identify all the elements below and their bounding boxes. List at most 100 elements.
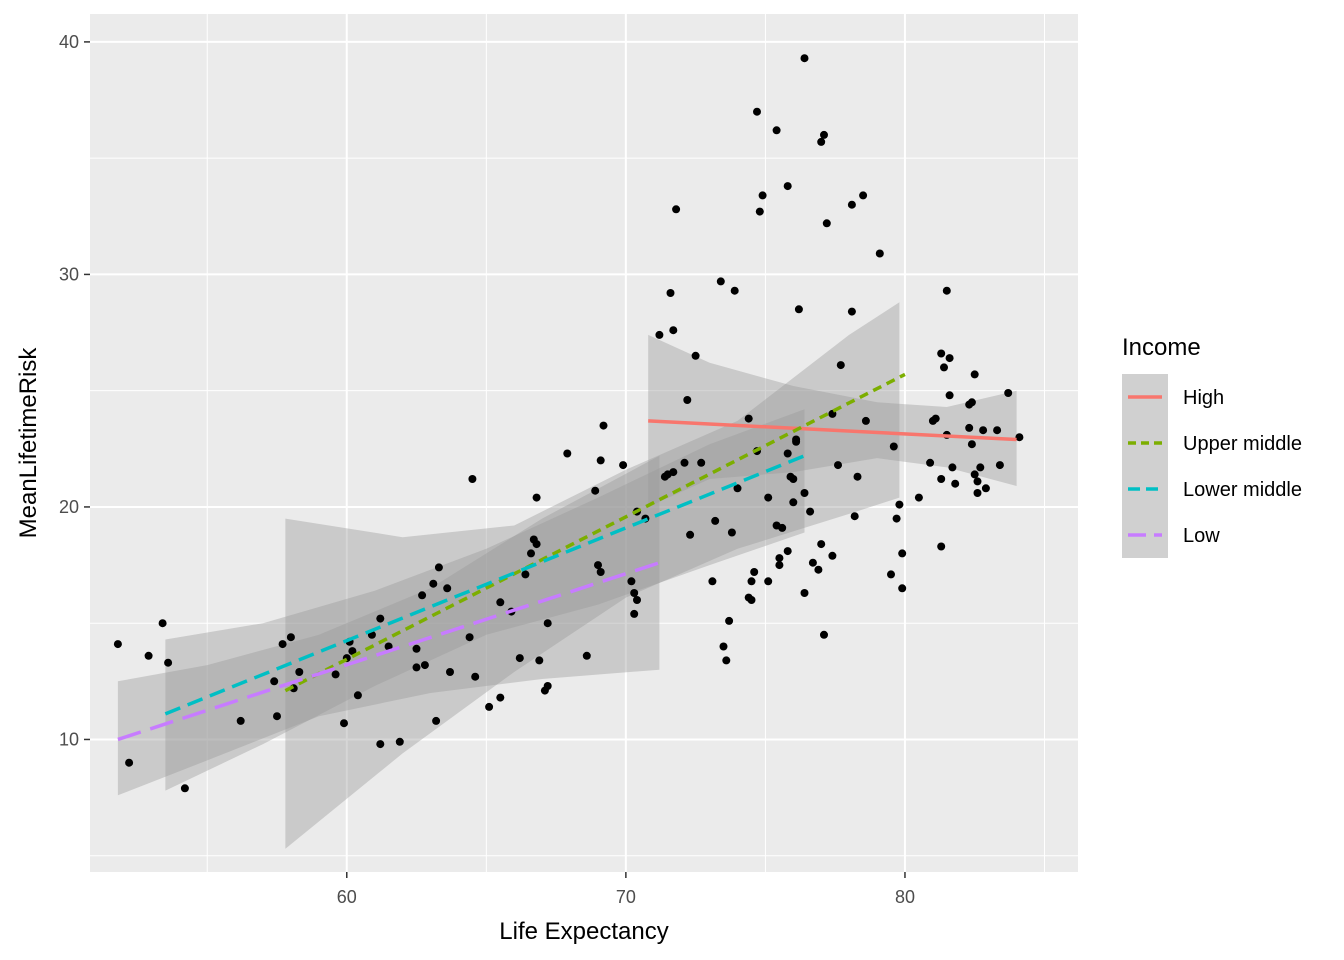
data-point	[599, 421, 608, 430]
data-point	[496, 693, 505, 702]
data-point	[800, 589, 809, 597]
data-point	[817, 540, 826, 549]
data-point	[719, 642, 728, 651]
data-point	[951, 479, 960, 488]
data-point	[973, 489, 982, 497]
data-point	[443, 584, 452, 593]
data-point	[697, 458, 706, 467]
legend-label: Low	[1183, 525, 1220, 547]
data-point	[753, 107, 761, 116]
legend-label: High	[1183, 387, 1224, 409]
data-point	[898, 549, 907, 558]
confidence-band-upper-middle	[285, 302, 900, 849]
data-point	[384, 642, 393, 651]
data-point	[532, 540, 541, 549]
data-point	[967, 398, 976, 407]
trend-line-high	[648, 419, 1017, 442]
data-point	[764, 577, 773, 586]
data-point	[747, 596, 756, 604]
axes: 60 70 80 10 20 30 40	[59, 32, 915, 907]
data-point	[286, 633, 295, 642]
data-point	[967, 440, 976, 449]
data-point	[708, 577, 717, 586]
data-point	[591, 486, 600, 495]
data-point	[711, 516, 720, 525]
data-point	[914, 493, 923, 502]
data-point	[515, 654, 524, 663]
y-axis-title: MeanLifetimeRisk	[15, 347, 42, 539]
data-point	[808, 558, 817, 567]
data-point	[340, 719, 348, 728]
y-tick-label: 10	[59, 729, 79, 749]
data-point	[937, 475, 946, 483]
data-point	[875, 249, 884, 258]
trend-line-upper-middle	[284, 372, 906, 693]
data-point	[898, 584, 907, 593]
data-point	[278, 640, 287, 649]
data-point	[180, 784, 189, 793]
data-point	[353, 691, 362, 700]
data-point	[847, 307, 856, 316]
data-point	[970, 370, 979, 379]
data-point	[236, 716, 245, 725]
trend-lines	[117, 372, 1017, 742]
data-point	[683, 396, 692, 404]
data-point	[940, 363, 948, 372]
data-point	[747, 577, 756, 586]
data-point	[376, 740, 385, 749]
data-point	[627, 577, 636, 586]
data-point	[164, 658, 173, 667]
data-point	[348, 647, 357, 656]
data-point	[273, 712, 281, 721]
data-point	[418, 591, 427, 600]
confidence-band-high	[648, 334, 1017, 507]
data-point	[535, 656, 544, 665]
data-point	[270, 677, 279, 686]
data-point	[582, 651, 591, 660]
data-point	[783, 182, 792, 191]
data-point	[412, 644, 421, 653]
data-point	[794, 305, 803, 314]
data-point	[468, 475, 477, 483]
data-point	[822, 219, 831, 228]
trend-line-low	[117, 561, 660, 742]
data-point	[1015, 433, 1024, 442]
data-point	[446, 668, 454, 676]
data-point	[630, 609, 639, 618]
plot-panel	[90, 14, 1078, 872]
data-point	[775, 554, 784, 563]
data-point	[755, 207, 764, 216]
data-point	[937, 542, 946, 551]
data-point	[532, 493, 541, 502]
data-point	[669, 468, 678, 477]
data-point	[892, 514, 901, 523]
x-tick-label: 60	[337, 887, 357, 907]
data-point	[412, 663, 421, 672]
data-point	[820, 630, 828, 639]
data-point	[465, 633, 474, 642]
data-point	[976, 463, 985, 472]
data-point	[434, 563, 443, 572]
data-point	[395, 737, 404, 746]
data-point	[496, 598, 505, 607]
data-point	[725, 616, 734, 625]
data-point	[789, 498, 798, 507]
data-point	[543, 682, 552, 690]
data-point	[758, 191, 767, 200]
data-point	[376, 614, 385, 623]
trend-line-lower-middle	[164, 454, 806, 716]
confidence-band-lower-middle	[165, 409, 805, 791]
data-point	[926, 458, 935, 467]
data-point	[686, 530, 695, 539]
y-tick-label: 30	[59, 264, 79, 284]
data-point	[471, 672, 480, 681]
legend-title: Income	[1122, 334, 1201, 361]
legend-label: Lower middle	[1183, 479, 1302, 501]
data-point	[861, 416, 870, 425]
data-point	[970, 470, 979, 479]
data-point	[666, 289, 675, 297]
data-point	[716, 277, 725, 286]
data-point	[775, 561, 784, 570]
data-point	[847, 200, 856, 209]
